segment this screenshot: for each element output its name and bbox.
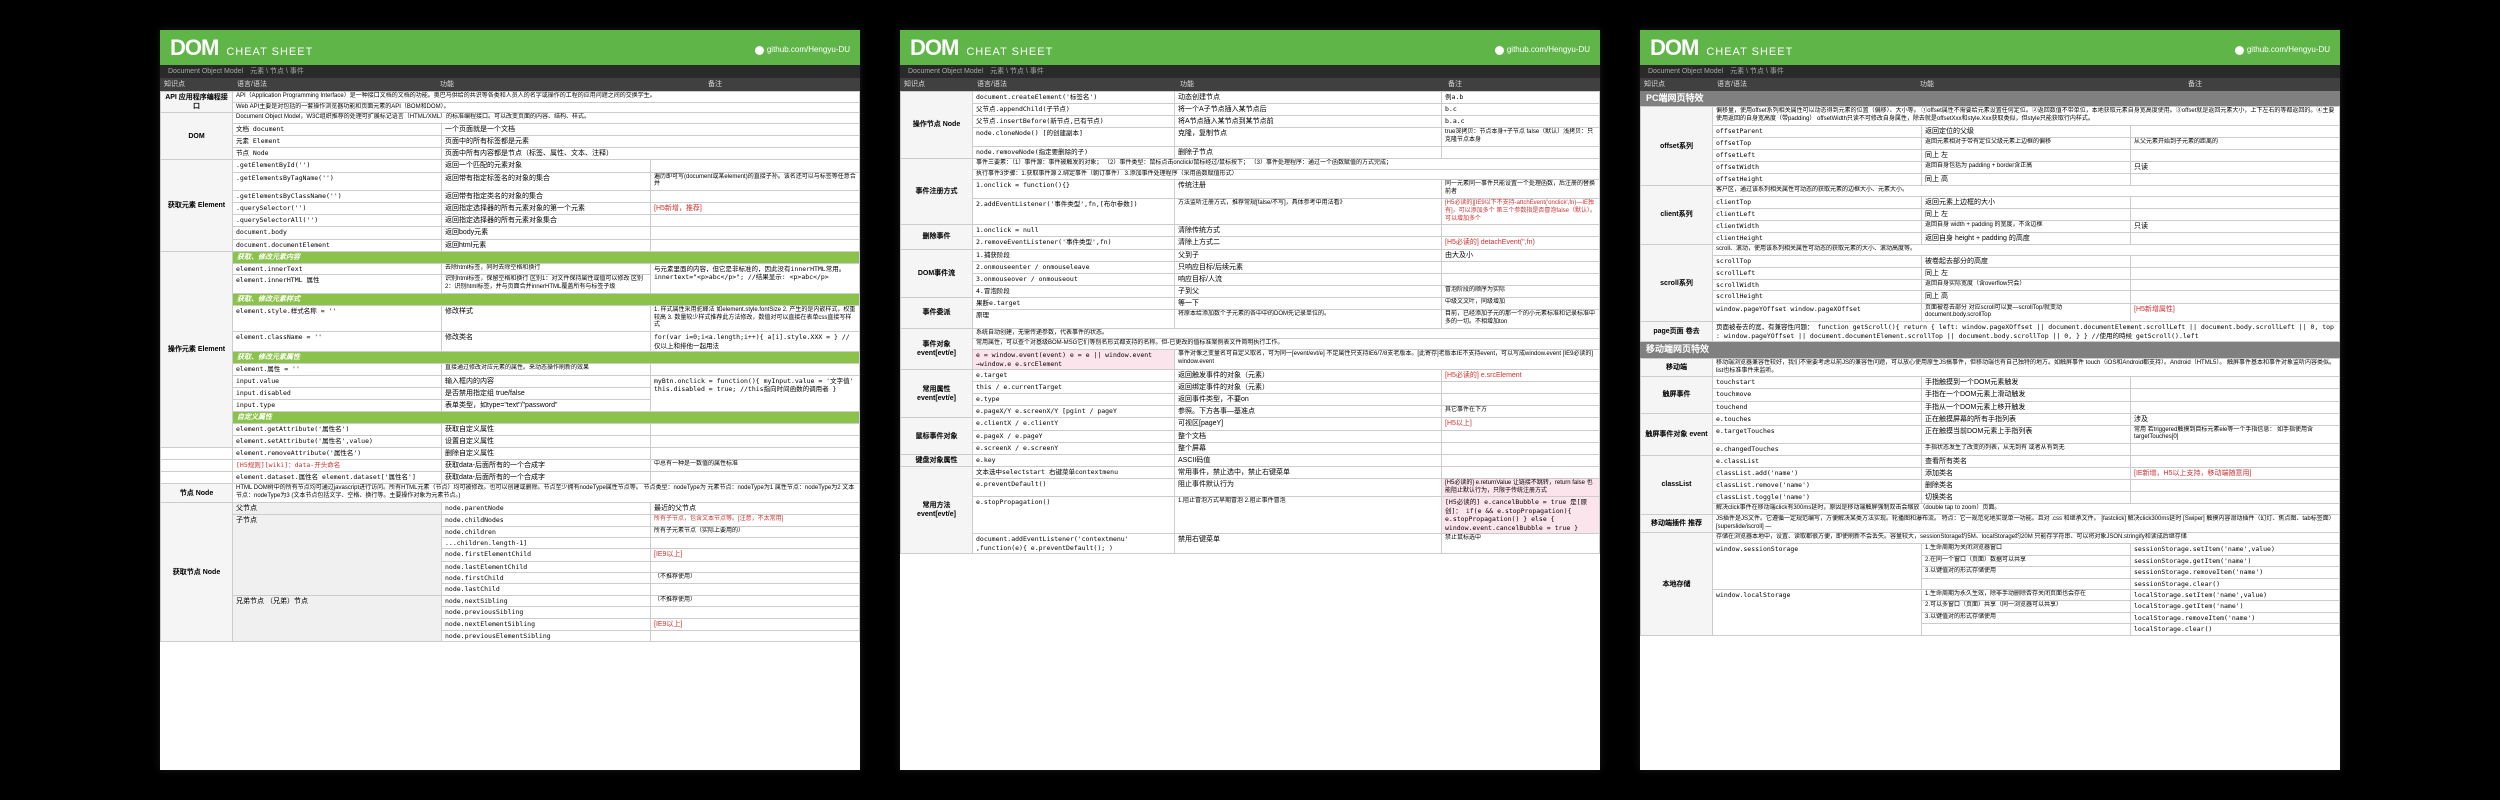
sheet-3: DOM CHEAT SHEET github.com/Hengyu-DU Doc… xyxy=(1640,30,2340,770)
github-icon xyxy=(2235,46,2244,55)
mobile-table: 移动端移动端浏览器兼容性较好，我们不需要考虑以前JS的兼容性问题，可以放心使用原… xyxy=(1640,358,2340,636)
pc-table: offset系列偏移量，使用offset系列相关属性可以动态得到元素的位置（偏移… xyxy=(1640,106,2340,342)
header: DOM CHEAT SHEET github.com/Hengyu-DU xyxy=(160,30,860,65)
github-icon xyxy=(755,46,764,55)
github-link[interactable]: github.com/Hengyu-DU xyxy=(2235,45,2330,55)
header: DOM CHEAT SHEET github.com/Hengyu-DU xyxy=(900,30,1600,65)
main-table-2: 操作节点 Node document.createElement('标签名')动… xyxy=(900,91,1600,554)
section-pc: PC端网页特效 xyxy=(1640,91,2340,107)
header: DOM CHEAT SHEET github.com/Hengyu-DU xyxy=(1640,30,2340,65)
github-icon xyxy=(1495,46,1504,55)
sheet-2: DOM CHEAT SHEET github.com/Hengyu-DU Doc… xyxy=(900,30,1600,770)
sheet-1: DOM CHEAT SHEET github.com/Hengyu-DU Doc… xyxy=(160,30,860,770)
github-link[interactable]: github.com/Hengyu-DU xyxy=(1495,45,1590,55)
github-link[interactable]: github.com/Hengyu-DU xyxy=(755,45,850,55)
subtitle: CHEAT SHEET xyxy=(226,45,313,59)
section-mobile: 移动端网页特效 xyxy=(1640,342,2340,358)
logo-title: DOM xyxy=(170,34,218,63)
column-headers: 知识点语言/语法功能备注 xyxy=(160,78,860,91)
main-table-1: API 应用程序编程接口API（Application Programming … xyxy=(160,91,860,643)
subheader: Document Object Model 元素 \ 节点 \ 事件 xyxy=(160,65,860,78)
